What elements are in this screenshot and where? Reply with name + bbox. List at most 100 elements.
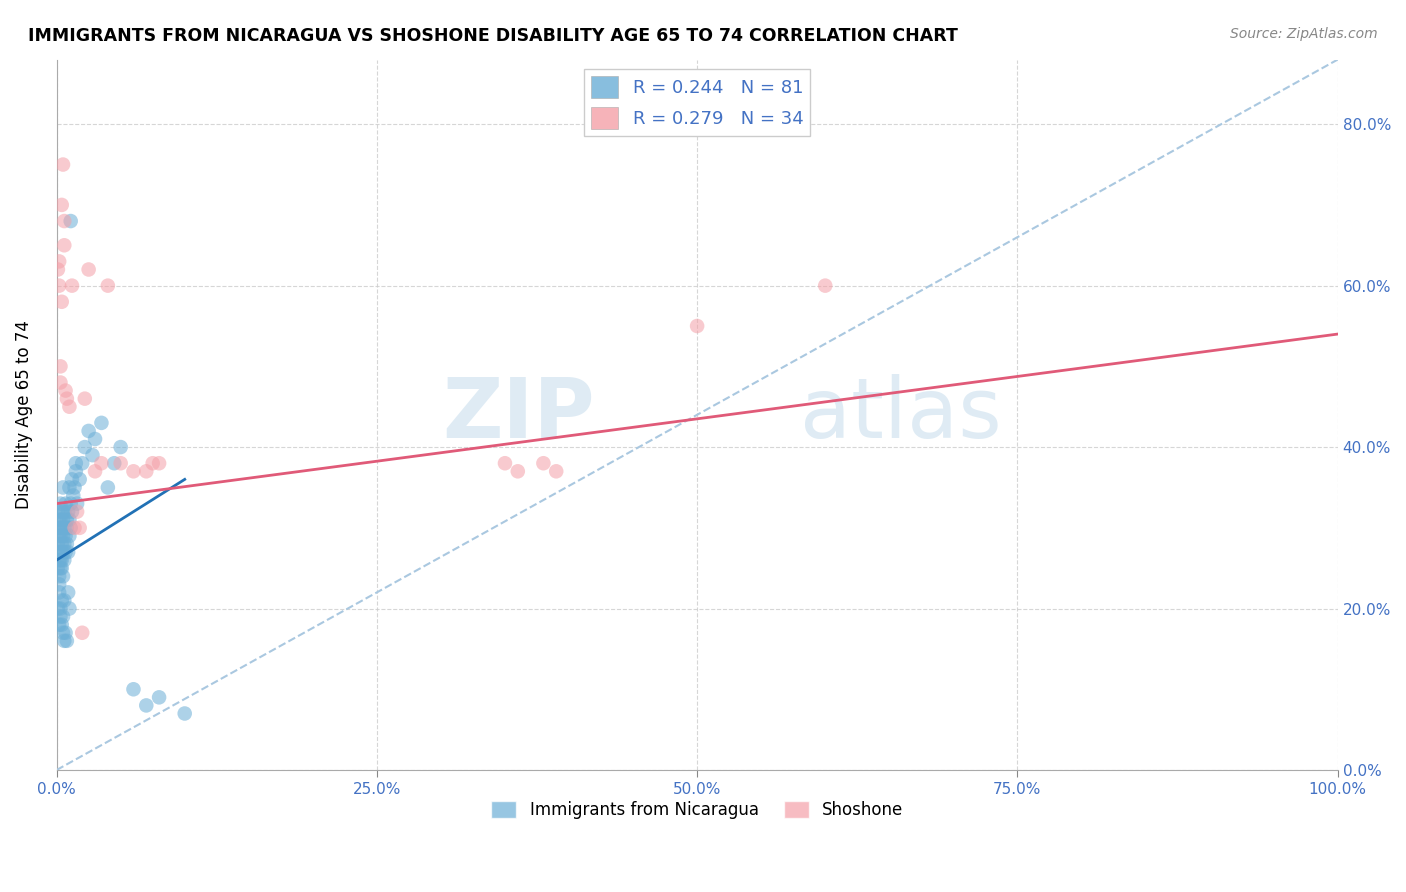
Point bbox=[53, 593, 76, 607]
Point bbox=[59, 497, 82, 511]
Point bbox=[66, 505, 89, 519]
Point bbox=[48, 617, 70, 632]
Point bbox=[46, 545, 69, 559]
Point bbox=[56, 585, 79, 599]
Point bbox=[97, 278, 120, 293]
Point bbox=[53, 537, 76, 551]
Point bbox=[48, 254, 70, 268]
Point bbox=[48, 521, 70, 535]
Point bbox=[62, 489, 84, 503]
Point bbox=[53, 238, 76, 252]
Point bbox=[48, 577, 70, 591]
Point bbox=[814, 278, 837, 293]
Point bbox=[103, 456, 125, 470]
Point bbox=[546, 464, 568, 478]
Point bbox=[52, 480, 75, 494]
Point bbox=[56, 392, 79, 406]
Point bbox=[56, 537, 79, 551]
Point bbox=[60, 505, 83, 519]
Point bbox=[49, 497, 72, 511]
Point bbox=[52, 609, 75, 624]
Point bbox=[53, 505, 76, 519]
Point bbox=[52, 569, 75, 583]
Point bbox=[122, 464, 145, 478]
Point bbox=[49, 513, 72, 527]
Point bbox=[63, 480, 86, 494]
Point bbox=[58, 480, 80, 494]
Point bbox=[46, 262, 69, 277]
Point bbox=[49, 553, 72, 567]
Point bbox=[148, 456, 170, 470]
Point bbox=[59, 214, 82, 228]
Point bbox=[69, 521, 91, 535]
Point bbox=[55, 545, 77, 559]
Point bbox=[173, 706, 195, 721]
Point bbox=[48, 585, 70, 599]
Point bbox=[65, 464, 87, 478]
Point bbox=[46, 505, 69, 519]
Point bbox=[55, 625, 77, 640]
Point bbox=[122, 682, 145, 697]
Point bbox=[142, 456, 165, 470]
Point bbox=[60, 278, 83, 293]
Point bbox=[56, 633, 79, 648]
Point bbox=[56, 513, 79, 527]
Point bbox=[52, 545, 75, 559]
Y-axis label: Disability Age 65 to 74: Disability Age 65 to 74 bbox=[15, 320, 32, 509]
Point bbox=[51, 521, 73, 535]
Text: atlas: atlas bbox=[800, 375, 1001, 455]
Point bbox=[52, 157, 75, 171]
Text: ZIP: ZIP bbox=[441, 375, 595, 455]
Point bbox=[58, 601, 80, 615]
Point bbox=[53, 521, 76, 535]
Point bbox=[48, 278, 70, 293]
Point bbox=[55, 384, 77, 398]
Point bbox=[51, 617, 73, 632]
Point bbox=[49, 545, 72, 559]
Point bbox=[48, 553, 70, 567]
Point bbox=[56, 545, 79, 559]
Point bbox=[49, 609, 72, 624]
Point bbox=[55, 497, 77, 511]
Point bbox=[53, 214, 76, 228]
Point bbox=[49, 601, 72, 615]
Point bbox=[56, 521, 79, 535]
Point bbox=[51, 561, 73, 575]
Point bbox=[110, 456, 132, 470]
Text: IMMIGRANTS FROM NICARAGUA VS SHOSHONE DISABILITY AGE 65 TO 74 CORRELATION CHART: IMMIGRANTS FROM NICARAGUA VS SHOSHONE DI… bbox=[28, 27, 957, 45]
Point bbox=[70, 456, 93, 470]
Point bbox=[46, 561, 69, 575]
Point bbox=[494, 456, 516, 470]
Point bbox=[49, 561, 72, 575]
Point bbox=[82, 448, 104, 462]
Point bbox=[49, 359, 72, 374]
Point bbox=[506, 464, 529, 478]
Point bbox=[52, 529, 75, 543]
Point bbox=[148, 690, 170, 705]
Point bbox=[60, 472, 83, 486]
Point bbox=[110, 440, 132, 454]
Point bbox=[66, 497, 89, 511]
Point bbox=[70, 625, 93, 640]
Point bbox=[51, 198, 73, 212]
Text: Source: ZipAtlas.com: Source: ZipAtlas.com bbox=[1230, 27, 1378, 41]
Point bbox=[48, 513, 70, 527]
Point bbox=[53, 553, 76, 567]
Point bbox=[53, 633, 76, 648]
Point bbox=[49, 529, 72, 543]
Point bbox=[77, 262, 100, 277]
Point bbox=[135, 698, 157, 713]
Point bbox=[56, 505, 79, 519]
Point bbox=[51, 505, 73, 519]
Point bbox=[77, 424, 100, 438]
Point bbox=[84, 432, 107, 446]
Point bbox=[49, 376, 72, 390]
Point bbox=[90, 416, 112, 430]
Point bbox=[46, 601, 69, 615]
Legend: Immigrants from Nicaragua, Shoshone: Immigrants from Nicaragua, Shoshone bbox=[485, 794, 910, 826]
Point bbox=[52, 513, 75, 527]
Point bbox=[58, 529, 80, 543]
Point bbox=[58, 513, 80, 527]
Point bbox=[59, 521, 82, 535]
Point bbox=[48, 529, 70, 543]
